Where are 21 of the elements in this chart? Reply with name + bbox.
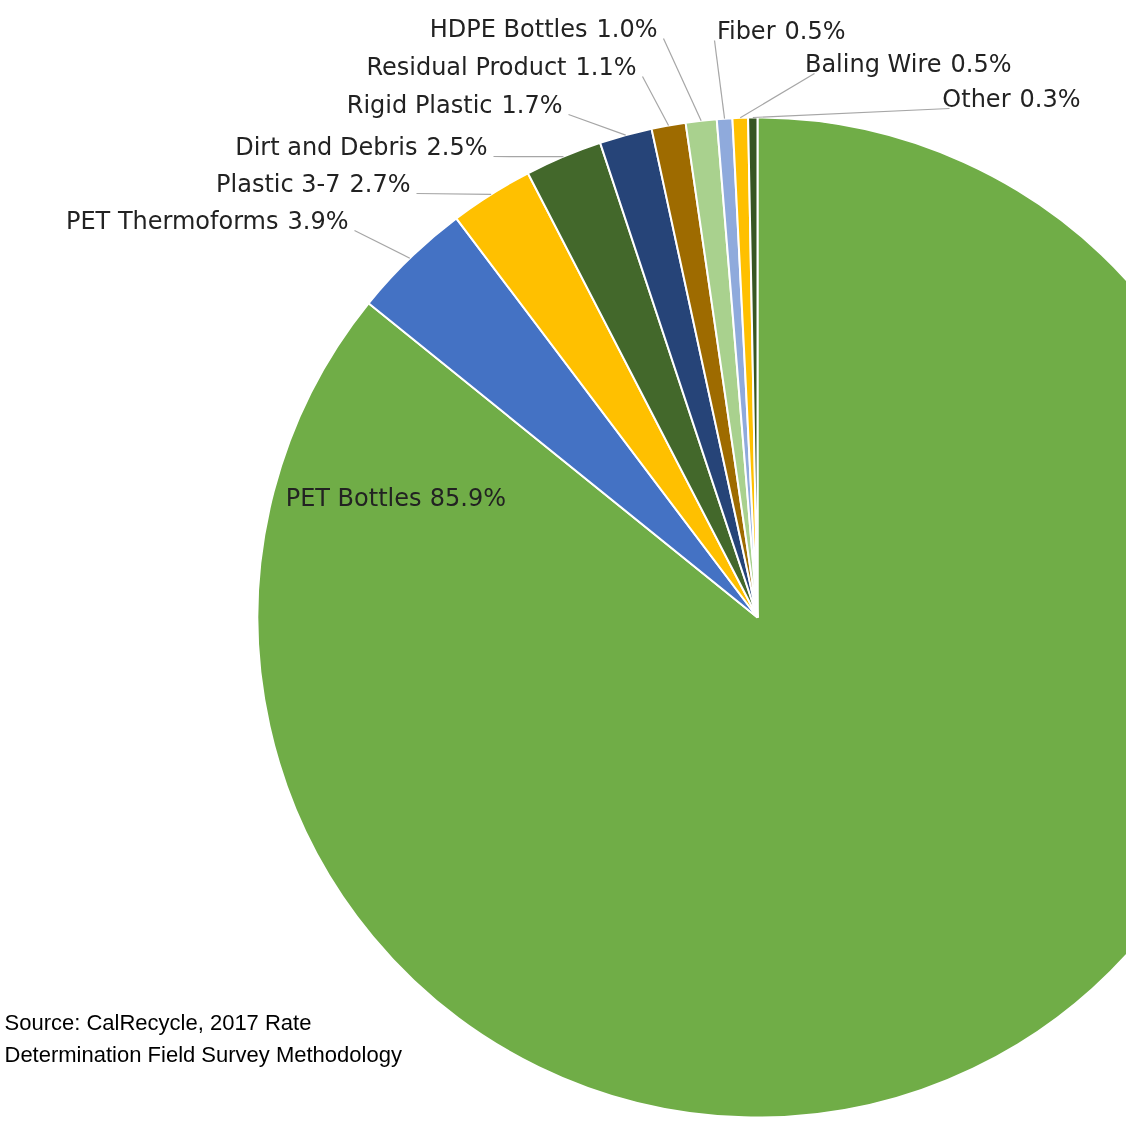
- slice-label: Rigid Plastic: [346, 90, 493, 119]
- data-label: 1.0%: [596, 14, 658, 43]
- slice-label: Plastic 3-7: [216, 169, 341, 198]
- slice-label: PET Thermoforms: [65, 206, 279, 235]
- slice-label: Residual Product: [366, 52, 567, 81]
- data-label: 2.7%: [349, 169, 411, 198]
- slice-label: Baling Wire: [804, 49, 942, 78]
- data-label: 2.5%: [426, 132, 488, 161]
- slice-label: Dirt and Debris: [235, 132, 418, 161]
- data-label: 1.7%: [501, 90, 563, 119]
- slice-label: PET Bottles: [285, 483, 422, 512]
- slice-label: HDPE Bottles: [429, 14, 588, 43]
- data-label: 1.1%: [575, 52, 637, 81]
- slice-label: Other: [942, 84, 1011, 113]
- data-label: 85.9%: [429, 483, 507, 512]
- data-label: 0.5%: [784, 16, 846, 45]
- data-label: 0.3%: [1019, 84, 1081, 113]
- data-label: 3.9%: [287, 206, 349, 235]
- source-note: Source: CalRecycle, 2017 Rate Determination Field Survey Methodology: [4, 1010, 402, 1067]
- slice-label: Fiber: [716, 16, 776, 45]
- data-label: 0.5%: [950, 49, 1012, 78]
